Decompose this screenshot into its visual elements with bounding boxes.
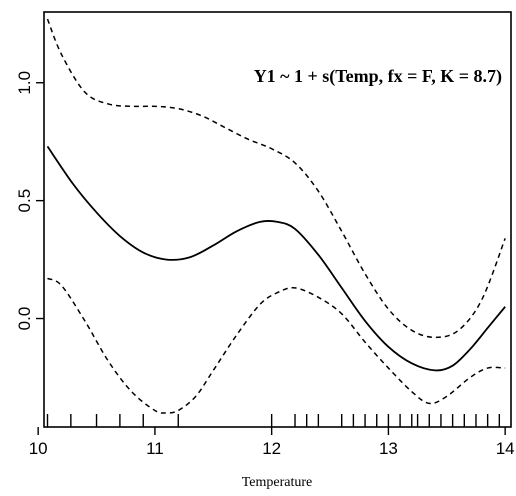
upper-confidence-band (46, 18, 506, 339)
x-axis-title: Temperature (242, 475, 313, 490)
rug-layer (46, 414, 501, 427)
fitted-curve (46, 145, 506, 372)
y-axis: 0.0 0.5 1.0 (15, 71, 44, 330)
x-axis: 10 11 12 13 14 (29, 427, 515, 458)
x-tick-label: 12 (262, 439, 281, 458)
x-tick-label: 10 (29, 439, 48, 458)
x-tick-label: 14 (496, 439, 515, 458)
x-tick-label: 11 (146, 439, 164, 458)
model-annotation: Y1 ~ 1 + s(Temp, fx = F, K = 8.7) (254, 66, 502, 87)
x-tick-label: 13 (379, 439, 398, 458)
y-tick-label: 1.0 (15, 71, 34, 95)
series-layer (46, 18, 506, 414)
y-tick-label: 0.5 (15, 189, 34, 213)
lower-confidence-band (47, 277, 506, 414)
plot-frame (43, 11, 512, 428)
y-tick-label: 0.0 (15, 307, 34, 331)
